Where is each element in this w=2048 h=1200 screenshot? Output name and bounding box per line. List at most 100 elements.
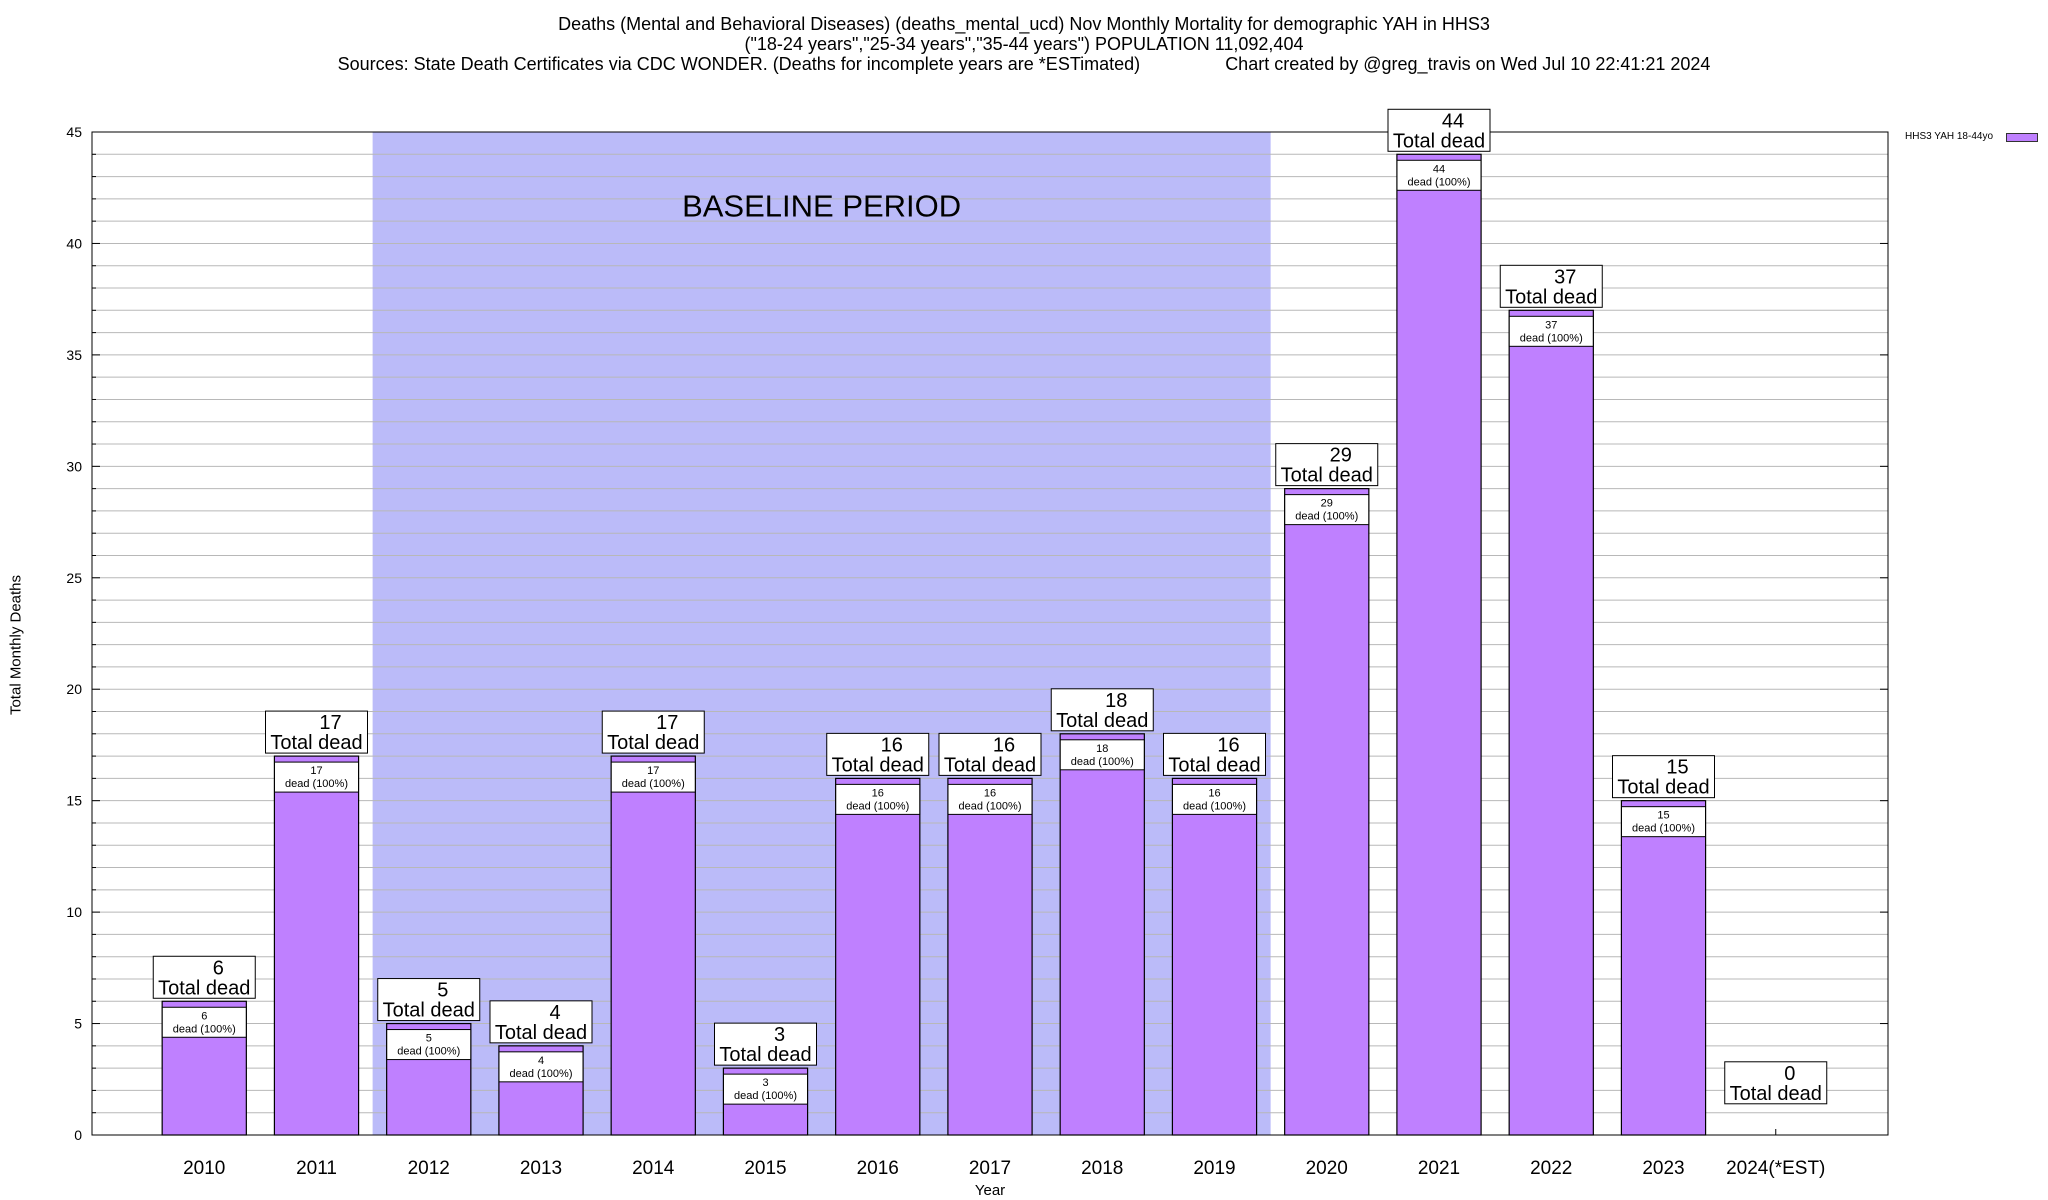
- inner-label-box: [1508, 315, 1594, 347]
- bar: [1508, 309, 1594, 1136]
- top-label-box: [1724, 1061, 1828, 1105]
- inner-label-value: 6: [201, 1010, 207, 1022]
- inner-label-box: [161, 1006, 247, 1038]
- bar: [273, 755, 360, 1136]
- chart-subtitle: ("18-24 years","25-34 years","35-44 year…: [744, 34, 1304, 54]
- top-label-text: Total dead: [495, 1022, 587, 1044]
- top-label-text: Total dead: [270, 732, 362, 754]
- top-label-value: 29: [1330, 445, 1352, 467]
- bar: [1396, 153, 1482, 1136]
- top-label-box: [265, 710, 368, 754]
- top-label-box: [377, 978, 481, 1022]
- y-tick-label: 35: [66, 347, 82, 363]
- chart-source-line: Sources: State Death Certificates via CD…: [337, 54, 1711, 74]
- top-label-text: Total dead: [1393, 130, 1485, 152]
- inner-label-value: 5: [426, 1033, 432, 1045]
- inner-label-box: [274, 761, 359, 793]
- x-tick-label: 2010: [183, 1158, 225, 1179]
- top-label-box: [489, 1000, 593, 1044]
- y-tick-label: 5: [74, 1016, 82, 1032]
- inner-label-value: 37: [1545, 319, 1557, 331]
- inner-label-box: [498, 1051, 584, 1083]
- inner-label-text: dead (100%): [1183, 800, 1246, 812]
- top-label-box: [1612, 755, 1715, 799]
- inner-label-value: 29: [1321, 498, 1333, 510]
- inner-label-text: dead (100%): [622, 778, 685, 790]
- top-label-text: Total dead: [1168, 754, 1260, 776]
- top-label-box: [1275, 443, 1379, 487]
- bar: [947, 777, 1033, 1136]
- bar: [610, 755, 696, 1136]
- inner-label-value: 18: [1096, 743, 1108, 755]
- y-tick-label: 10: [66, 904, 82, 920]
- inner-label-text: dead (100%): [734, 1090, 797, 1102]
- x-tick-label: 2024(*EST): [1726, 1158, 1825, 1179]
- top-label-value: 3: [774, 1024, 785, 1046]
- bar: [1059, 733, 1145, 1136]
- top-label-value: 4: [549, 1002, 560, 1024]
- top-label-box: [1163, 732, 1266, 776]
- inner-label-text: dead (100%): [1071, 756, 1134, 768]
- top-label-value: 6: [213, 957, 224, 979]
- top-label-box: [1387, 108, 1491, 152]
- inner-label-box: [1396, 159, 1482, 191]
- inner-label-text: dead (100%): [397, 1046, 460, 1058]
- inner-label-value: 3: [762, 1077, 768, 1089]
- inner-label-box: [386, 1029, 472, 1061]
- inner-label-box: [947, 783, 1033, 815]
- inner-label-text: dead (100%): [959, 800, 1022, 812]
- inner-label-box: [1172, 783, 1257, 815]
- y-tick-label: 30: [66, 458, 82, 474]
- inner-label-value: 16: [984, 787, 996, 799]
- top-label-value: 15: [1666, 757, 1688, 779]
- top-label-value: 16: [1217, 734, 1239, 756]
- top-label-box: [152, 955, 256, 999]
- top-label-value: 5: [437, 980, 448, 1002]
- chart-title: Deaths (Mental and Behavioral Diseases) …: [558, 14, 1490, 34]
- top-label-box: [938, 732, 1042, 776]
- inner-label-text: dead (100%): [173, 1023, 236, 1035]
- inner-label-box: [610, 761, 696, 793]
- top-label-text: Total dead: [1617, 777, 1709, 799]
- legend-swatch: [2006, 133, 2038, 142]
- x-tick-label: 2015: [744, 1158, 786, 1179]
- x-tick-label: 2022: [1530, 1158, 1572, 1179]
- top-label-text: Total dead: [944, 754, 1036, 776]
- inner-label-text: dead (100%): [1632, 823, 1695, 835]
- inner-label-box: [723, 1073, 808, 1105]
- top-label-text: Total dead: [1281, 465, 1373, 487]
- legend-entry: HHS3 YAH 18-44yo: [1905, 131, 1994, 142]
- top-label-text: Total dead: [719, 1044, 811, 1066]
- bar: [835, 777, 921, 1136]
- baseline-period-label: BASELINE PERIOD: [682, 189, 961, 224]
- x-tick-label: 2020: [1306, 1158, 1348, 1179]
- inner-label-value: 16: [1208, 787, 1220, 799]
- y-tick-label: 25: [66, 570, 82, 586]
- top-label-box: [1499, 264, 1603, 308]
- y-tick-label: 40: [66, 235, 82, 251]
- inner-label-value: 44: [1433, 163, 1445, 175]
- x-tick-label: 2012: [408, 1158, 450, 1179]
- x-axis-label: Year: [974, 1182, 1006, 1199]
- top-label-value: 44: [1442, 110, 1464, 132]
- inner-label-value: 16: [872, 787, 884, 799]
- top-label-value: 17: [656, 712, 678, 734]
- top-label-value: 37: [1554, 266, 1576, 288]
- inner-label-value: 4: [538, 1055, 544, 1067]
- top-label-text: Total dead: [607, 732, 699, 754]
- bar: [1284, 488, 1370, 1136]
- top-label-text: Total dead: [1056, 710, 1148, 732]
- y-axis-label: Total Monthly Deaths: [7, 574, 25, 716]
- inner-label-box: [1621, 806, 1706, 838]
- y-tick-label: 0: [74, 1127, 82, 1143]
- inner-label-value: 15: [1657, 810, 1669, 822]
- x-tick-label: 2023: [1642, 1158, 1684, 1179]
- inner-label-box: [1059, 739, 1145, 771]
- top-label-text: Total dead: [832, 754, 924, 776]
- x-tick-label: 2021: [1418, 1158, 1460, 1179]
- top-label-value: 17: [319, 712, 341, 734]
- inner-label-text: dead (100%): [1408, 176, 1471, 188]
- inner-label-text: dead (100%): [846, 800, 909, 812]
- top-label-box: [826, 732, 930, 776]
- top-label-value: 16: [881, 734, 903, 756]
